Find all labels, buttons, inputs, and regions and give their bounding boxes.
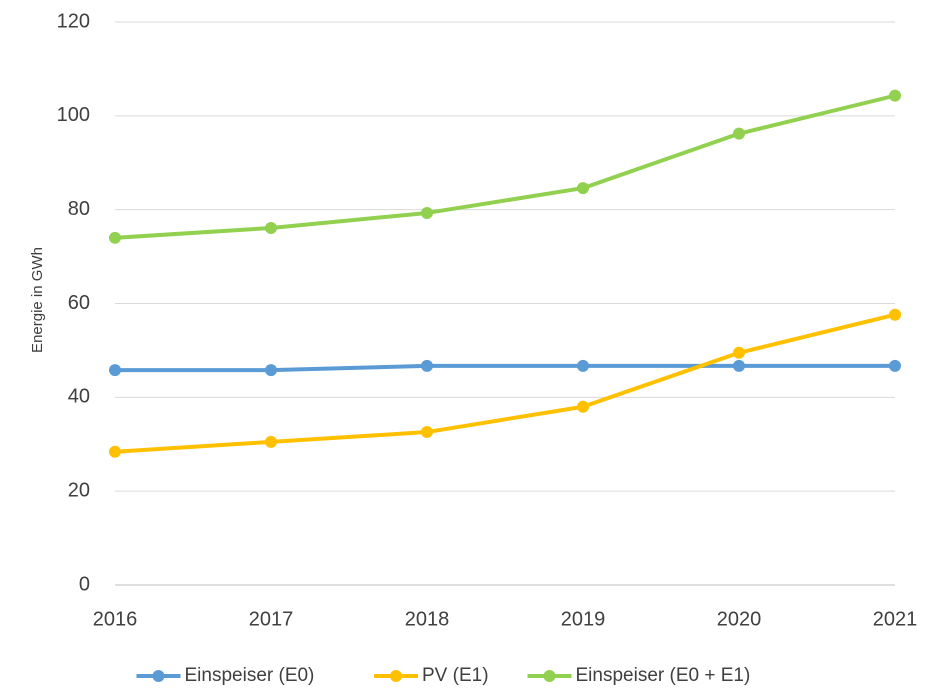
data-point — [733, 127, 745, 140]
data-point — [889, 359, 901, 372]
data-point — [577, 359, 589, 372]
data-point — [109, 231, 121, 244]
data-point — [109, 364, 121, 377]
data-point — [889, 89, 901, 102]
legend-label: Einspeiser (E0) — [185, 665, 315, 686]
x-tick-label: 2016 — [93, 608, 138, 630]
data-point — [577, 400, 589, 413]
legend-label: PV (E1) — [422, 665, 489, 686]
series-line — [114, 93, 896, 240]
data-point — [421, 426, 433, 439]
x-tick-label: 2021 — [873, 608, 918, 630]
data-point — [109, 445, 121, 458]
y-tick-label: 20 — [68, 479, 90, 501]
legend-marker — [390, 670, 402, 682]
y-tick-label: 80 — [68, 198, 90, 220]
y-tick-label: 100 — [57, 104, 90, 126]
x-tick-label: 2018 — [405, 608, 450, 630]
x-tick-label: 2019 — [561, 608, 606, 630]
y-tick-label: 60 — [68, 292, 90, 314]
y-tick-label: 40 — [68, 386, 90, 408]
x-tick-label: 2017 — [249, 608, 294, 630]
series-line — [115, 363, 895, 373]
data-point — [421, 359, 433, 372]
y-axis-label: Energie in GWh — [29, 247, 46, 353]
data-point — [265, 435, 277, 448]
series-line — [114, 312, 896, 454]
data-point — [733, 359, 745, 372]
data-point — [889, 308, 901, 321]
data-point — [421, 206, 433, 219]
data-point — [265, 221, 277, 234]
legend-marker — [152, 670, 165, 682]
data-point — [265, 364, 277, 377]
y-tick-label: 120 — [57, 10, 90, 32]
legend-label: Einspeiser (E0 + E1) — [576, 665, 751, 686]
data-point — [577, 182, 589, 195]
y-tick-label: 0 — [79, 573, 90, 595]
x-tick-label: 2020 — [717, 608, 762, 630]
data-point — [733, 346, 745, 359]
legend-marker — [543, 670, 556, 682]
